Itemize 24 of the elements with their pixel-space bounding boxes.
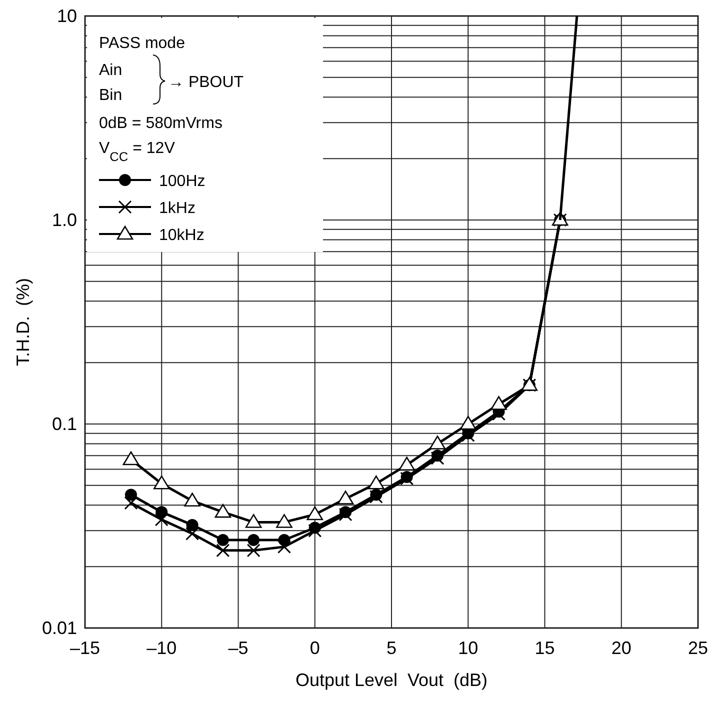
y-axis-title: T.H.D. (%) (13, 278, 33, 366)
legend-label: 1kHz (159, 200, 196, 217)
annotation: 0dB = 580mVrms (99, 115, 222, 132)
y-tick-label: 0.01 (42, 618, 77, 638)
legend-label: 100Hz (159, 173, 206, 190)
annotation: Ain (99, 62, 122, 79)
annotation: Bin (99, 87, 122, 104)
annotation: V$_{CC}$ = 12V (99, 140, 176, 164)
y-tick-label: 1.0 (52, 210, 77, 230)
x-tick-label: –5 (228, 638, 248, 658)
y-tick-label: 0.1 (52, 414, 77, 434)
x-tick-label: 5 (386, 638, 397, 658)
x-tick-label: 20 (611, 638, 632, 658)
x-tick-label: 0 (310, 638, 320, 658)
x-axis-title: Output Level Vout (dB) (295, 670, 488, 690)
x-tick-label: 15 (534, 638, 555, 658)
x-tick-label: 25 (688, 638, 708, 658)
annotation: PASS mode (99, 35, 186, 52)
x-tick-label: –15 (70, 638, 100, 658)
y-tick-label: 10 (56, 6, 77, 26)
legend-label: 10kHz (159, 227, 204, 244)
x-tick-label: –10 (146, 638, 177, 658)
annotation: → PBOUT (168, 74, 244, 91)
x-tick-label: 10 (458, 638, 478, 658)
